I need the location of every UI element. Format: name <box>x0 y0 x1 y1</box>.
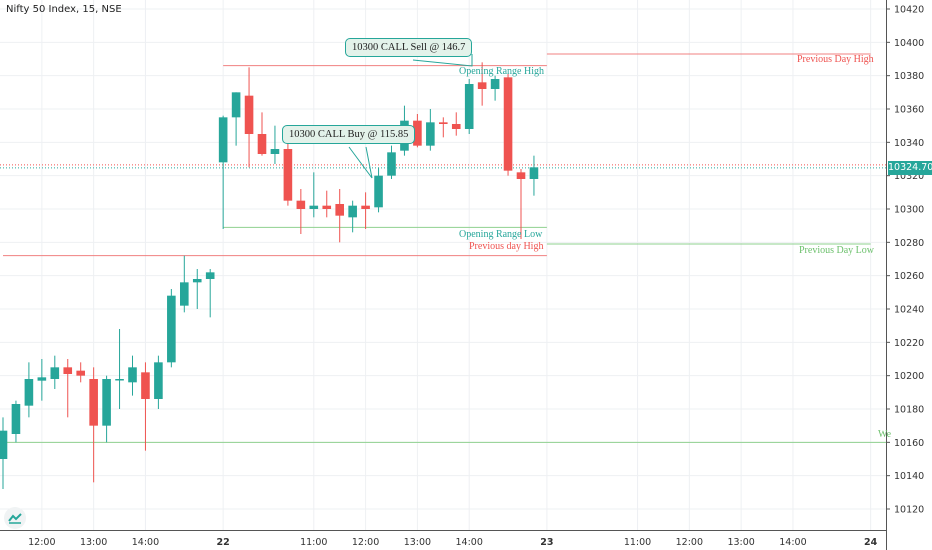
candle-body[interactable] <box>426 122 435 146</box>
y-tick-label: 10120 <box>894 505 924 516</box>
candle-body[interactable] <box>167 295 176 363</box>
y-tick-label: 10260 <box>894 271 924 282</box>
candle-body[interactable] <box>361 205 370 209</box>
candle-body[interactable] <box>63 367 73 374</box>
current-price-tag: 10324.70 <box>888 161 932 175</box>
candle-body[interactable] <box>413 120 422 146</box>
candle-body[interactable] <box>141 372 150 399</box>
y-tick-label: 10140 <box>894 471 924 482</box>
call-buy-note[interactable]: 10300 CALL Buy @ 115.85 <box>282 125 416 144</box>
candle-body[interactable] <box>374 175 383 208</box>
candle-body[interactable] <box>529 167 539 179</box>
x-tick-label: 13:00 <box>404 537 431 548</box>
candle-body[interactable] <box>464 84 474 129</box>
call-sell-pointer <box>412 54 473 67</box>
y-tick-label: 10340 <box>894 138 924 149</box>
candle-body[interactable] <box>180 282 189 306</box>
previous-day-low-label-right: Previous Day Low <box>799 245 874 256</box>
candle-body[interactable] <box>451 124 461 129</box>
x-tick-label: 12:00 <box>352 537 379 548</box>
x-tick-label: 12:00 <box>28 537 55 548</box>
x-tick-label: 14:00 <box>456 537 483 548</box>
y-tick-label: 10360 <box>894 105 924 116</box>
y-tick-label: 10300 <box>894 205 924 216</box>
y-tick-label: 10380 <box>894 71 924 82</box>
candle-body[interactable] <box>296 200 306 209</box>
candle-body[interactable] <box>154 362 163 399</box>
candle-body[interactable] <box>37 377 47 381</box>
y-tick-label: 10400 <box>894 38 924 49</box>
tradingview-logo[interactable] <box>4 507 26 529</box>
y-tick-label: 10180 <box>894 405 924 416</box>
x-tick-label: 13:00 <box>727 537 754 548</box>
y-tick-label: 10280 <box>894 238 924 249</box>
x-tick-label: 13:00 <box>80 537 107 548</box>
candle-body[interactable] <box>76 370 85 376</box>
candle-body[interactable] <box>335 204 344 216</box>
candle-body[interactable] <box>477 82 487 89</box>
candle-body[interactable] <box>503 77 513 171</box>
previous-day-high-label-right: Previous Day High <box>797 54 874 65</box>
x-tick-label: 12:00 <box>676 537 703 548</box>
candle-body[interactable] <box>490 79 500 89</box>
x-tick-label: 24 <box>864 537 878 548</box>
candle-body[interactable] <box>257 134 267 154</box>
candle-body[interactable] <box>270 149 280 154</box>
opening-range-low-label: Opening Range Low <box>459 229 543 240</box>
logo-icon <box>8 513 22 524</box>
candle-body[interactable] <box>102 379 111 426</box>
candle-body[interactable] <box>11 404 21 434</box>
candle-body[interactable] <box>205 272 215 279</box>
candle-body[interactable] <box>24 379 34 406</box>
candle-body[interactable] <box>439 122 448 124</box>
call-sell-note[interactable]: 10300 CALL Sell @ 146.7 <box>345 38 473 57</box>
weekly-level-label: We <box>878 429 892 440</box>
candle-body[interactable] <box>231 92 241 118</box>
chart-title: Nifty 50 Index, 15, NSE <box>6 4 122 15</box>
x-tick-label: 23 <box>540 537 553 548</box>
candle-body[interactable] <box>218 117 228 163</box>
candle-body[interactable] <box>348 205 357 218</box>
previous-day-high-label-left: Previous day High <box>469 241 544 252</box>
candle-body[interactable] <box>115 379 124 381</box>
x-tick-label: 22 <box>217 537 230 548</box>
x-tick-label: 11:00 <box>624 537 651 548</box>
y-tick-label: 10240 <box>894 305 924 316</box>
candle-body[interactable] <box>283 149 293 201</box>
candle-body[interactable] <box>309 205 319 209</box>
candle-body[interactable] <box>89 379 98 426</box>
candle-body[interactable] <box>50 367 60 379</box>
candle-body[interactable] <box>128 367 137 383</box>
y-tick-label: 10220 <box>894 338 924 349</box>
y-tick-label: 10320 <box>894 171 924 182</box>
candle-body[interactable] <box>387 152 396 176</box>
candle-body[interactable] <box>244 95 254 134</box>
x-tick-label: 14:00 <box>779 537 806 548</box>
y-tick-label: 10420 <box>894 5 924 16</box>
call-buy-pointer <box>348 146 373 179</box>
candle-body[interactable] <box>0 430 8 459</box>
x-tick-label: 11:00 <box>300 537 327 548</box>
candle-body[interactable] <box>192 279 202 283</box>
y-tick-label: 10160 <box>894 438 924 449</box>
opening-range-high-label: Opening Range High <box>459 66 544 77</box>
y-tick-label: 10200 <box>894 371 924 382</box>
candle-body[interactable] <box>322 205 332 209</box>
x-tick-label: 14:00 <box>132 537 159 548</box>
candle-body[interactable] <box>516 172 526 179</box>
